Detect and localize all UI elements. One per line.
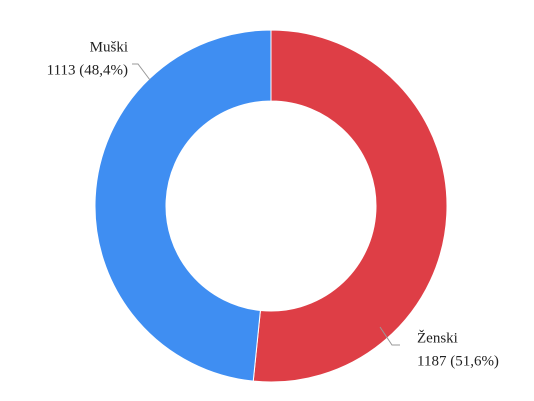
donut-slice: [252, 29, 448, 383]
slice-value-label: 1187 (51,6%): [417, 353, 499, 369]
slice-label: Muški: [90, 39, 128, 55]
donut-slice: [94, 29, 272, 382]
leader-line: [379, 326, 400, 346]
slice-label: Ženski: [417, 329, 458, 346]
leader-line: [132, 63, 151, 81]
slice-value-label: 1113 (48,4%): [47, 62, 128, 78]
